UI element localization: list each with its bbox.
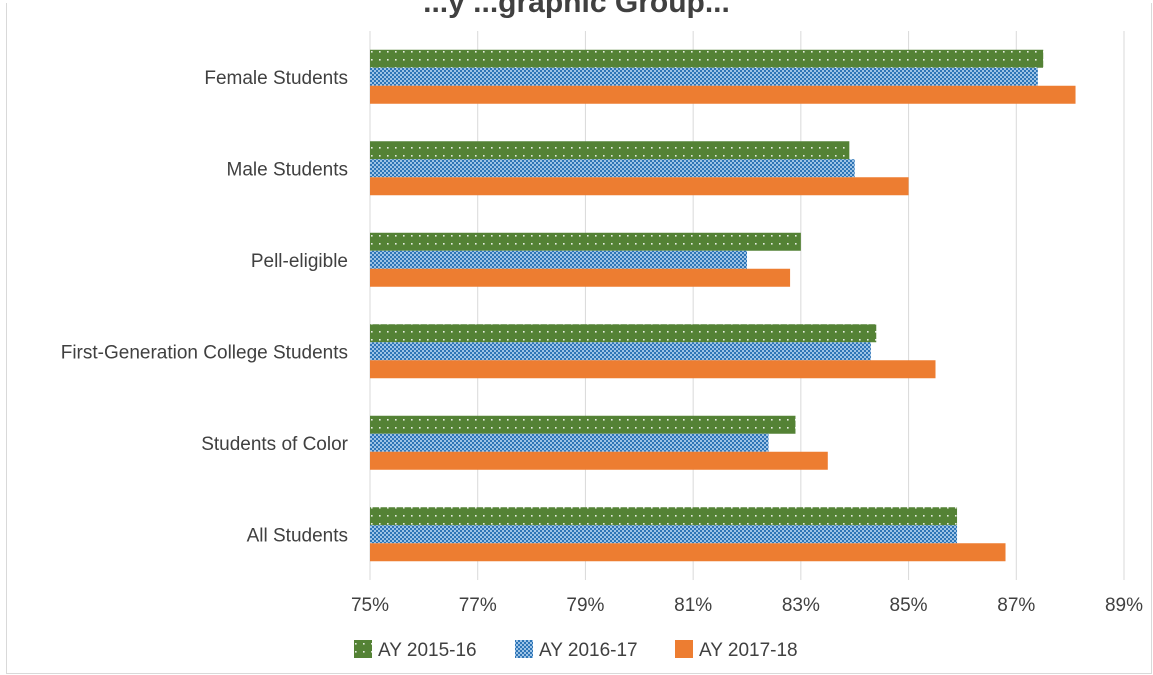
legend-swatch <box>515 640 533 658</box>
bar <box>370 324 877 343</box>
x-tick-label: 85% <box>890 595 928 616</box>
legend-swatch <box>354 640 372 658</box>
bar <box>370 360 936 379</box>
bar <box>370 85 1076 104</box>
category-label: First-Generation College Students <box>61 342 348 363</box>
bar <box>370 415 796 434</box>
bar <box>370 342 871 361</box>
bar <box>370 159 855 178</box>
legend-label: AY 2015-16 <box>378 640 477 661</box>
bar <box>370 177 909 196</box>
bar <box>370 451 828 470</box>
bar <box>370 67 1038 86</box>
x-tick-labels: 75% 77% 79% 81% 83% 85% 87% 89% <box>351 595 1143 616</box>
category-labels: Female Students Male Students Pell-eligibl… <box>61 68 349 547</box>
x-tick-label: 75% <box>351 595 389 616</box>
x-tick-label: 77% <box>459 595 497 616</box>
legend-label: AY 2017-18 <box>699 640 798 661</box>
bars <box>370 49 1076 562</box>
category-label: Male Students <box>227 159 348 180</box>
x-tick-label: 89% <box>1105 595 1143 616</box>
x-tick-label: 79% <box>566 595 604 616</box>
x-tick-label: 83% <box>782 595 820 616</box>
category-label: Pell-eligible <box>251 251 348 272</box>
x-tick-label: 87% <box>997 595 1035 616</box>
bar <box>370 268 791 287</box>
chart-title: ...y ...graphic Group... <box>423 0 730 19</box>
bar <box>370 49 1044 68</box>
chart-frame <box>6 3 1152 674</box>
x-tick-label: 81% <box>674 595 712 616</box>
bar <box>370 525 958 544</box>
bar <box>370 141 850 160</box>
legend: AY 2015-16 AY 2016-17 AY 2017-18 <box>354 640 798 661</box>
legend-swatch <box>675 640 693 658</box>
bar <box>370 250 747 269</box>
bar <box>370 232 801 251</box>
bar <box>370 507 958 526</box>
bar <box>370 543 1006 562</box>
category-label: Female Students <box>204 68 348 89</box>
category-label: Students of Color <box>201 434 348 455</box>
category-label: All Students <box>247 525 348 546</box>
bar <box>370 433 769 452</box>
legend-label: AY 2016-17 <box>539 640 638 661</box>
gridlines <box>369 31 1125 580</box>
